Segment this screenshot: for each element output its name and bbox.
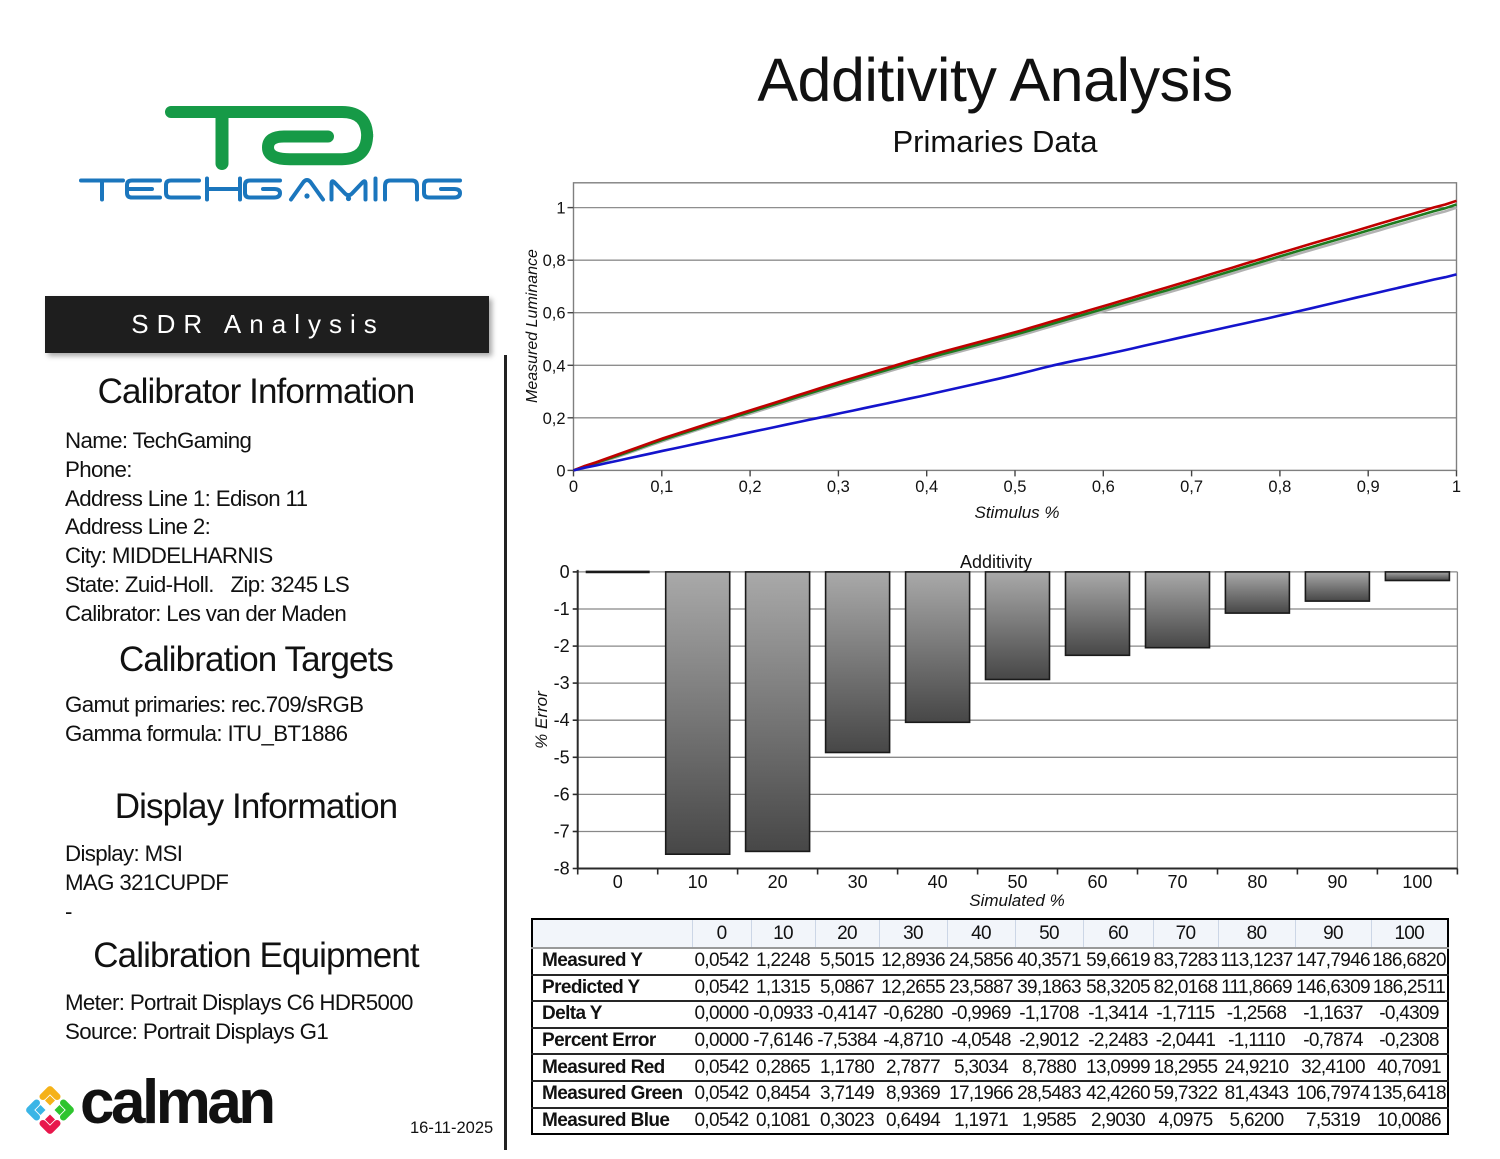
svg-text:Simulated %: Simulated % — [969, 891, 1064, 910]
svg-text:0: 0 — [613, 872, 623, 892]
svg-text:0: 0 — [569, 478, 578, 496]
svg-text:0,4: 0,4 — [915, 478, 938, 496]
svg-text:50: 50 — [1007, 872, 1027, 892]
svg-text:30: 30 — [848, 872, 868, 892]
svg-text:-7: -7 — [554, 822, 570, 842]
svg-text:-4: -4 — [554, 710, 570, 730]
svg-text:100: 100 — [1402, 872, 1432, 892]
svg-text:Measured Luminance: Measured Luminance — [524, 249, 541, 403]
svg-text:-8: -8 — [554, 859, 570, 879]
svg-text:60: 60 — [1087, 872, 1107, 892]
svg-text:-1: -1 — [554, 599, 570, 619]
svg-text:40: 40 — [928, 872, 948, 892]
svg-text:1: 1 — [556, 200, 565, 218]
svg-text:0,5: 0,5 — [1004, 478, 1027, 496]
svg-text:1: 1 — [1452, 478, 1461, 496]
svg-text:0,8: 0,8 — [543, 252, 566, 270]
svg-text:0,6: 0,6 — [543, 305, 566, 323]
svg-text:0,7: 0,7 — [1180, 478, 1203, 496]
svg-text:0: 0 — [560, 562, 570, 582]
svg-text:0,1: 0,1 — [650, 478, 673, 496]
svg-text:0,2: 0,2 — [739, 478, 762, 496]
svg-text:10: 10 — [688, 872, 708, 892]
svg-text:80: 80 — [1247, 872, 1267, 892]
svg-text:-5: -5 — [554, 747, 570, 767]
svg-text:-3: -3 — [554, 673, 570, 693]
svg-text:% Error: % Error — [532, 690, 551, 749]
svg-text:0,8: 0,8 — [1268, 478, 1291, 496]
svg-text:20: 20 — [768, 872, 788, 892]
svg-text:0,6: 0,6 — [1092, 478, 1115, 496]
svg-text:90: 90 — [1327, 872, 1347, 892]
svg-text:70: 70 — [1167, 872, 1187, 892]
svg-text:0,4: 0,4 — [543, 357, 566, 375]
svg-text:0,2: 0,2 — [543, 410, 566, 428]
svg-text:0,3: 0,3 — [827, 478, 850, 496]
svg-text:0: 0 — [556, 462, 565, 480]
svg-text:Additivity: Additivity — [960, 552, 1032, 572]
svg-text:Stimulus %: Stimulus % — [974, 503, 1059, 522]
svg-text:-6: -6 — [554, 784, 570, 804]
svg-text:0,9: 0,9 — [1357, 478, 1380, 496]
svg-text:-2: -2 — [554, 636, 570, 656]
